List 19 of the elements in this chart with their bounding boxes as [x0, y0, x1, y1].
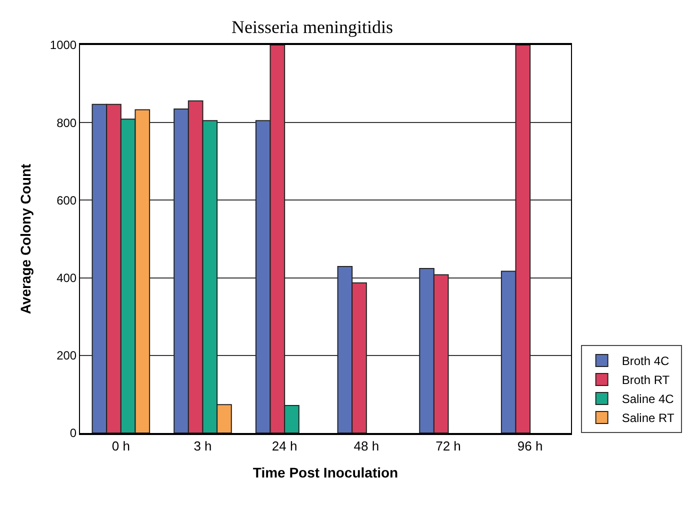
y-axis-title: Average Colony Count [17, 163, 34, 314]
y-tick-label: 200 [56, 348, 77, 363]
legend-label: Saline RT [622, 411, 675, 426]
y-tick-label: 400 [56, 271, 77, 285]
chart-title: Neisseria meningitidis [232, 16, 394, 37]
x-axis-title: Time Post Inoculation [252, 464, 398, 480]
x-tick-label: 72 h [436, 438, 461, 454]
x-tick-label: 96 h [517, 438, 543, 454]
y-tick-label: 800 [56, 116, 77, 130]
legend-label: Broth 4C [622, 354, 670, 368]
x-tick-label: 0 h [112, 438, 130, 454]
y-tick-label: 0 [70, 426, 77, 440]
x-tick-label: 24 h [272, 438, 298, 454]
legend-label: Broth RT [622, 373, 670, 388]
x-tick-label: 48 h [354, 438, 380, 454]
x-tick-label: 3 h [194, 438, 212, 454]
y-tick-label: 600 [56, 193, 77, 208]
legend-label: Saline 4C [622, 392, 674, 406]
y-tick-label: 1000 [50, 38, 77, 52]
